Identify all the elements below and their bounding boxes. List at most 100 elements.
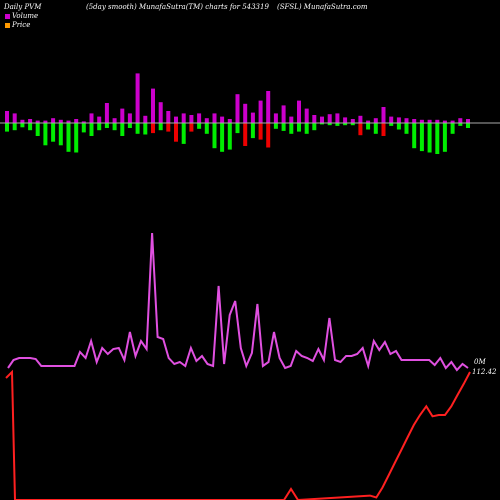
volume-bar-up (396, 117, 401, 123)
volume-bar-down (135, 123, 140, 134)
volume-bar-up (419, 119, 424, 123)
volume-bar-down (204, 123, 209, 134)
volume-bar-up (197, 113, 202, 123)
volume-bar-down (227, 123, 232, 150)
volume-bar-up (312, 115, 317, 123)
volume-bar-down (112, 123, 117, 131)
volume-bar-up (389, 116, 394, 123)
volume-bar-down (51, 123, 56, 142)
volume-bar-down (389, 123, 394, 126)
legend-volume-swatch (5, 13, 10, 19)
volume-bar-down (412, 123, 417, 149)
volume-bar-down (43, 123, 48, 146)
volume-bar-up (74, 119, 79, 123)
volume-bar-up (112, 118, 117, 123)
volume-bar-up (320, 116, 324, 123)
volume-bar-down (273, 123, 278, 129)
legend-price: Price (5, 21, 30, 29)
volume-bar-down (289, 123, 294, 134)
volume-bar-up (151, 88, 155, 123)
volume-bar-down (312, 123, 317, 131)
volume-bar-down (358, 123, 363, 136)
volume-bar-up (404, 118, 409, 123)
volume-bar-up (5, 111, 9, 123)
volume-bar-up (189, 115, 194, 123)
volume-bar-down (97, 123, 102, 131)
volume-bar-down (197, 123, 202, 129)
volume-bar-down (189, 123, 194, 132)
volume-bar-up (250, 112, 255, 123)
volume-bar-down (66, 123, 71, 152)
volume-bar-down (373, 123, 378, 134)
volume-bar-up (297, 100, 301, 123)
volume-bar-down (243, 123, 248, 146)
volume-bar-down (350, 123, 355, 126)
volume-bars (5, 73, 470, 154)
volume-line (7, 232, 469, 372)
volume-bar-up (120, 108, 125, 123)
volume-bar-up (28, 119, 33, 123)
volume-bar-up (450, 120, 455, 123)
volume-bar-down (435, 123, 440, 154)
volume-bar-down (258, 123, 263, 140)
volume-bar-up (381, 107, 386, 123)
volume-bar-up (227, 119, 232, 123)
volume-bar-up (427, 119, 432, 123)
volume-bar-up (373, 118, 378, 123)
volume-bar-up (304, 108, 309, 123)
volume-bar-up (174, 116, 178, 123)
volume-bar-down (28, 123, 33, 131)
volume-bar-down (304, 123, 309, 134)
volume-bar-down (235, 123, 240, 134)
volume-bar-down (442, 123, 447, 152)
volume-bar-down (335, 123, 340, 126)
legend-price-swatch (5, 22, 10, 28)
volume-last-label: 0M (474, 358, 486, 366)
volume-bar-up (343, 117, 348, 123)
volume-bar-down (20, 123, 25, 128)
volume-bar-up (158, 102, 163, 123)
legend-price-label: Price (12, 21, 31, 29)
volume-bar-down (151, 123, 155, 134)
volume-bar-down (466, 123, 470, 128)
volume-bar-up (104, 103, 109, 123)
volume-bar-up (181, 113, 186, 123)
volume-bar-down (12, 123, 17, 131)
volume-bar-down (120, 123, 125, 136)
volume-bar-down (81, 123, 86, 133)
volume-bar-down (220, 123, 225, 152)
volume-bar-up (58, 119, 63, 123)
volume-bar-down (250, 123, 255, 139)
volume-bar-down (166, 123, 171, 132)
volume-bar-up (335, 113, 340, 123)
volume-bar-down (427, 123, 432, 153)
volume-bar-up (97, 116, 102, 123)
volume-bar-down (266, 123, 271, 148)
volume-bar-down (381, 123, 386, 136)
volume-bar-up (51, 118, 56, 123)
volume-bar-down (158, 123, 163, 131)
volume-bar-down (58, 123, 63, 146)
volume-bar-up (12, 113, 17, 123)
volume-bar-up (266, 91, 271, 123)
volume-bar-up (466, 119, 470, 123)
volume-bar-up (435, 119, 440, 123)
volume-bar-up (89, 113, 94, 123)
volume-bar-up (243, 103, 248, 123)
volume-bar-down (143, 123, 148, 135)
chart-header-site: (SFSL) MunafaSutra.com (277, 3, 368, 11)
price-last-label: 112.42 (472, 368, 497, 376)
volume-bar-up (204, 118, 209, 123)
volume-bar-down (450, 123, 455, 134)
volume-bar-down (212, 123, 217, 149)
volume-bar-up (66, 120, 71, 123)
volume-bar-up (366, 120, 371, 123)
volume-bar-down (281, 123, 286, 131)
volume-bar-up (273, 113, 278, 123)
volume-bar-up (35, 120, 40, 123)
volume-bar-down (396, 123, 401, 130)
volume-bar-down (419, 123, 424, 152)
volume-bar-up (412, 119, 417, 123)
chart-header-title: (5day smooth) MunafaSutra(TM) charts for… (86, 3, 269, 11)
